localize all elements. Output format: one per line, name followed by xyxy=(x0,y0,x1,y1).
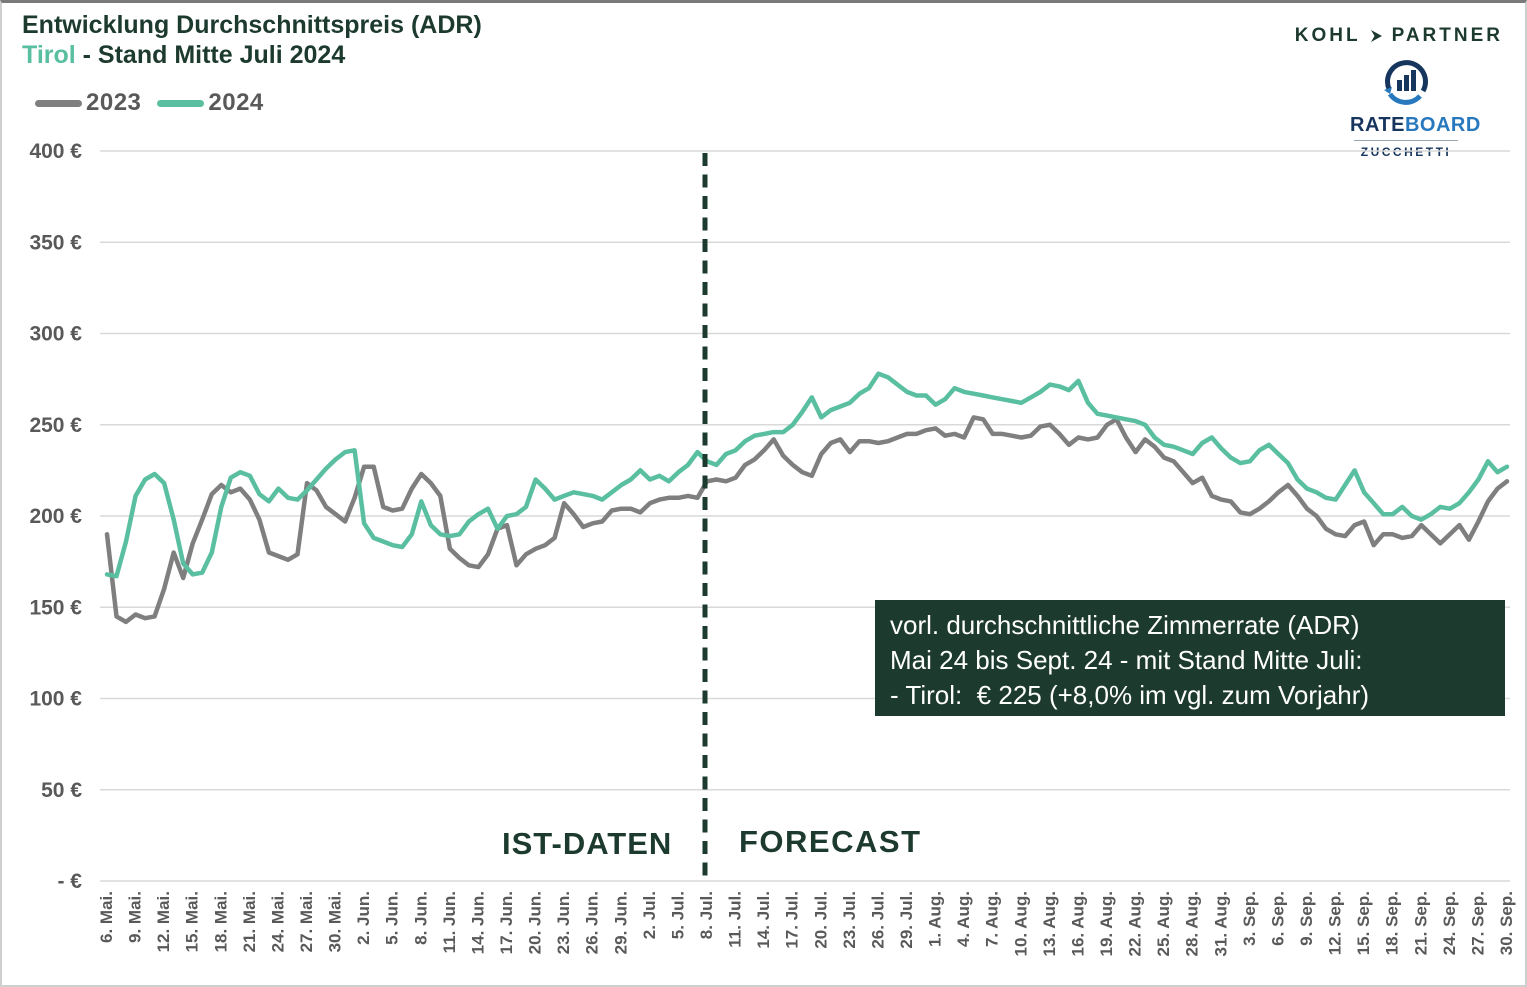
x-axis-label: 30. Mai. xyxy=(326,891,345,952)
x-axis-label: 2. Jul. xyxy=(640,891,659,939)
x-axis-label: 29. Jul. xyxy=(897,891,916,949)
x-axis-label: 3. Sep. xyxy=(1240,891,1259,946)
x-axis-label: 22. Aug. xyxy=(1126,891,1145,957)
x-axis-label: 1. Aug. xyxy=(926,891,945,947)
x-axis-label: 6. Sep. xyxy=(1268,891,1287,946)
x-axis-label: 20. Jul. xyxy=(811,891,830,949)
line-swatch-2024-icon xyxy=(157,99,205,107)
x-axis-label: 21. Mai. xyxy=(240,891,259,952)
rateboard-wordmark: RATEBOARD xyxy=(1350,114,1480,137)
annotation-line-3: - Tirol: € 225 (+8,0% im vgl. zum Vorjah… xyxy=(890,680,1370,710)
y-axis-label-50: 50 € xyxy=(41,779,82,802)
kohl-partner-logo: KOHL PARTNER xyxy=(1295,25,1503,47)
x-axis-label: 5. Jun. xyxy=(383,891,402,945)
x-axis-label: 11. Jun. xyxy=(440,891,459,953)
x-axis-label: 9. Mai. xyxy=(126,891,145,943)
x-axis-label: 10. Aug. xyxy=(1011,891,1030,957)
x-axis-label: 16. Aug. xyxy=(1068,891,1087,957)
x-axis-label: 27. Mai. xyxy=(297,891,316,952)
line-swatch-2023-icon xyxy=(35,99,82,107)
y-axis-label-150: 150 € xyxy=(29,596,82,619)
subtitle-rest: - Stand Mitte Juli 2024 xyxy=(75,41,346,69)
x-axis-label: 21. Sep. xyxy=(1411,891,1430,955)
y-axis-label-0: - € xyxy=(57,870,82,893)
x-axis-label: 29. Jun. xyxy=(611,891,630,954)
x-axis-label: 23. Jun. xyxy=(554,891,573,954)
x-axis-label: 15. Mai. xyxy=(183,891,202,952)
x-axis-label: 4. Aug. xyxy=(954,891,973,947)
partner-wordmark: PARTNER xyxy=(1391,25,1503,46)
x-axis-label: 9. Sep. xyxy=(1297,891,1316,946)
x-axis-label: 31. Aug. xyxy=(1211,891,1230,957)
rateboard-logo: RATEBOARD ZUCCHETTI xyxy=(1350,59,1480,159)
x-axis-label: 26. Jun. xyxy=(583,891,602,954)
y-axis-label-300: 300 € xyxy=(29,323,82,346)
x-axis-label: 14. Jul. xyxy=(754,891,773,949)
x-axis-label: 12. Sep. xyxy=(1326,891,1345,955)
x-axis-label: 6. Mai. xyxy=(97,891,116,943)
x-axis-label: 25. Aug. xyxy=(1154,891,1173,957)
x-axis-label: 17. Jul. xyxy=(783,891,802,949)
page-subtitle: Tirol - Stand Mitte Juli 2024 xyxy=(22,41,345,70)
x-axis-label: 24. Sep. xyxy=(1440,891,1459,955)
legend-label-2024: 2024 xyxy=(208,89,264,116)
x-axis-label: 24. Mai. xyxy=(268,891,287,952)
x-axis-label: 20. Jun. xyxy=(526,891,545,954)
logo-divider xyxy=(1354,140,1458,141)
rate-text: RATE xyxy=(1350,114,1405,136)
x-axis-label: 8. Jul. xyxy=(697,891,716,939)
x-axis-label: 23. Jul. xyxy=(840,891,859,949)
x-axis-label: 17. Jun. xyxy=(497,891,516,954)
x-axis-label: 12. Mai. xyxy=(154,891,173,952)
x-axis-label: 8. Jun. xyxy=(411,891,430,945)
y-axis-label-400: 400 € xyxy=(29,140,82,163)
region-highlight: Tirol xyxy=(22,41,76,69)
legend-item-2024: 2024 xyxy=(157,89,263,117)
annotation-line-2: Mai 24 bis Sept. 24 - mit Stand Mitte Ju… xyxy=(890,645,1363,675)
y-axis-label-200: 200 € xyxy=(29,505,82,528)
x-axis-label: 11. Jul. xyxy=(726,891,745,948)
rateboard-chart-swirl-icon xyxy=(1384,60,1428,105)
arrow-right-icon xyxy=(1370,30,1382,42)
y-axis-label-350: 350 € xyxy=(29,231,82,254)
zucchetti-wordmark: ZUCCHETTI xyxy=(1360,145,1452,159)
x-axis-label: 27. Sep. xyxy=(1468,891,1487,955)
ist-daten-label: IST-DATEN xyxy=(502,826,673,861)
chart-line-2023 xyxy=(104,415,1510,625)
x-axis-label: 28. Aug. xyxy=(1183,891,1202,957)
board-text: BOARD xyxy=(1404,114,1481,136)
x-axis-label: 14. Jun. xyxy=(468,891,487,954)
x-axis-label: 26. Jul. xyxy=(868,891,887,949)
annotation-box: vorl. durchschnittliche Zimmerrate (ADR)… xyxy=(875,600,1505,716)
x-axis-label: 13. Aug. xyxy=(1040,891,1059,957)
x-axis-label: 15. Sep. xyxy=(1354,891,1373,955)
y-axis-label-100: 100 € xyxy=(29,688,82,711)
adr-line-chart: - € 50 € 100 € 150 € 200 € 250 € 300 € 350 € 400… xyxy=(29,140,1516,957)
y-axis-label-250: 250 € xyxy=(29,414,82,437)
x-axis-label: 7. Aug. xyxy=(983,891,1002,947)
legend-item-2023: 2023 xyxy=(35,89,141,117)
x-axis-label: 18. Mai. xyxy=(211,891,230,952)
legend: 2023 2024 xyxy=(35,89,280,117)
x-axis-label: 18. Sep. xyxy=(1383,891,1402,955)
kohl-wordmark: KOHL xyxy=(1294,25,1361,46)
x-axis-label: 5. Jul. xyxy=(668,891,687,939)
chart-line-2024 xyxy=(104,371,1510,579)
annotation-line-1: vorl. durchschnittliche Zimmerrate (ADR) xyxy=(890,610,1360,640)
x-axis-label: 19. Aug. xyxy=(1097,891,1116,957)
forecast-label: FORECAST xyxy=(739,824,922,859)
x-axis-label: 30. Sep. xyxy=(1497,891,1516,955)
x-axis-label: 2. Jun. xyxy=(354,891,373,945)
legend-label-2023: 2023 xyxy=(86,89,142,116)
page-title: Entwicklung Durchschnittspreis (ADR) xyxy=(22,11,482,39)
